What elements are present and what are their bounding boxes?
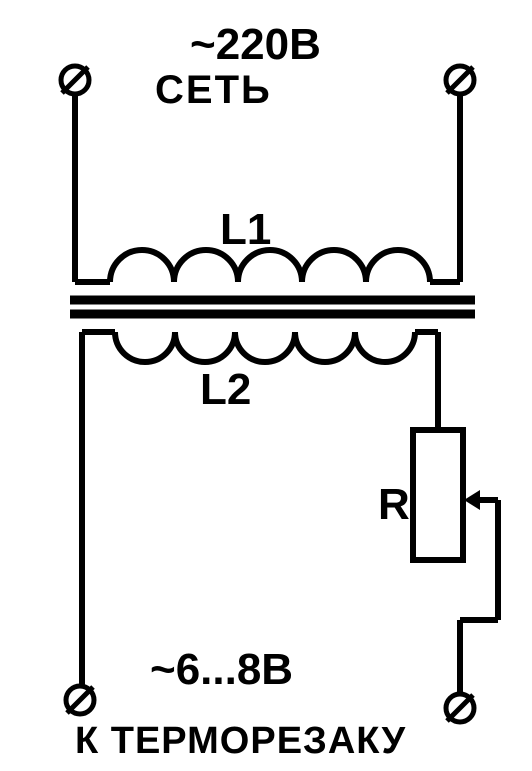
- secondary-coil-label: L2: [200, 365, 251, 415]
- output-voltage-label: ~6...8В: [150, 645, 293, 695]
- terminal-top-right: [446, 66, 474, 94]
- primary-coil-label: L1: [220, 205, 271, 255]
- secondary-coil-icon: [82, 332, 438, 362]
- input-text-label: СЕТЬ: [155, 68, 272, 113]
- terminal-bottom-left: [66, 686, 94, 714]
- output-text-label: К ТЕРМОРЕЗАКУ: [75, 720, 406, 763]
- terminal-top-left: [61, 66, 89, 94]
- rheostat-icon: [413, 430, 463, 560]
- input-voltage-label: ~220В: [190, 20, 321, 70]
- rheostat-wiper-icon: [464, 490, 498, 510]
- terminal-bottom-right: [446, 694, 474, 722]
- resistor-label: R: [378, 480, 410, 530]
